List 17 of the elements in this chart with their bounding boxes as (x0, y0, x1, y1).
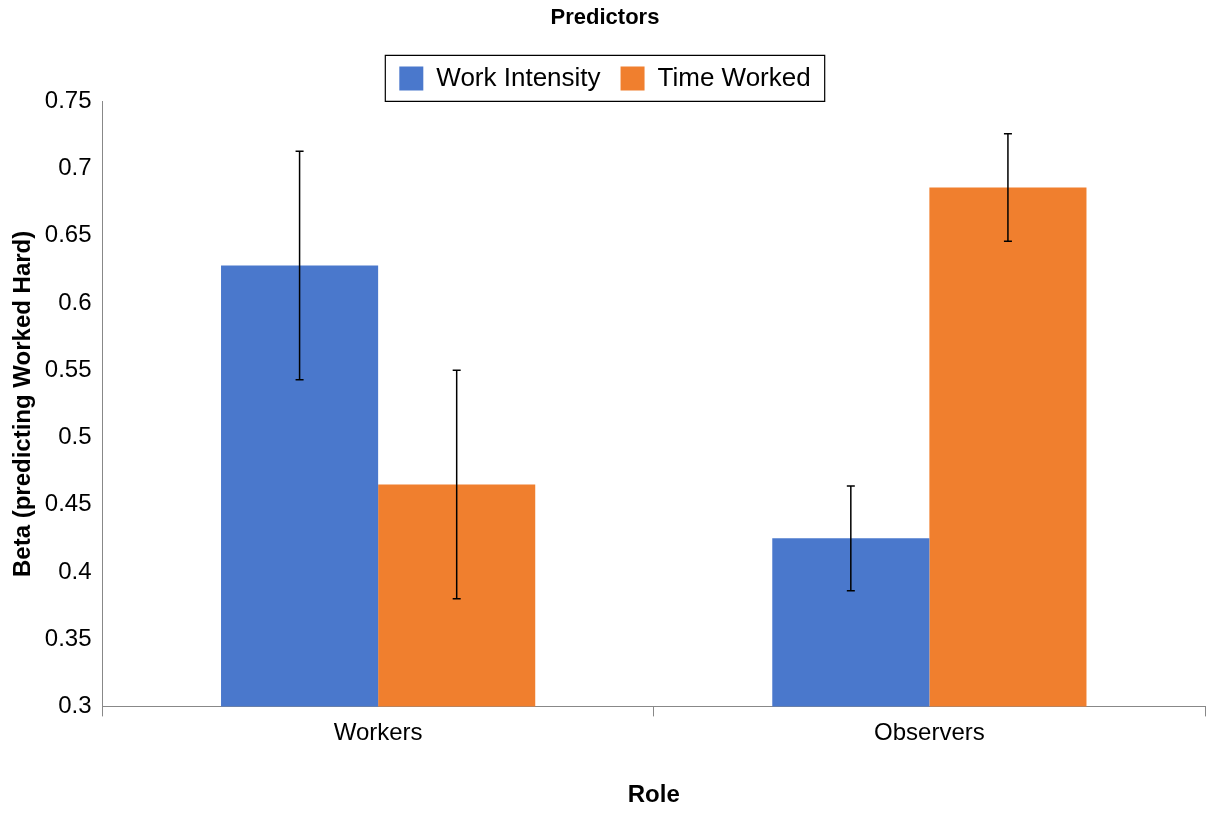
y-tick-label: 0.5 (58, 422, 92, 450)
y-tick-label: 0.3 (58, 691, 92, 719)
x-axis-title: Role (627, 780, 680, 808)
y-tick-label: 0.4 (58, 556, 92, 584)
y-tick-label: 0.7 (58, 153, 92, 181)
x-tick-label: Workers (333, 718, 423, 746)
y-tick-label: 0.65 (44, 220, 92, 248)
y-tick-label: 0.45 (44, 489, 92, 517)
y-tick-label: 0.55 (44, 354, 92, 382)
y-tick-label: 0.75 (44, 86, 92, 114)
y-tick-label: 0.6 (58, 287, 92, 315)
chart-title: Predictors (550, 4, 660, 30)
x-tick-label: Observers (874, 718, 985, 746)
y-tick-label: 0.35 (44, 623, 92, 651)
y-axis-title: Beta (predicting Worked Hard) (8, 230, 36, 578)
legend-label: Time Worked (657, 61, 811, 92)
legend-label: Work Intensity (436, 61, 601, 92)
